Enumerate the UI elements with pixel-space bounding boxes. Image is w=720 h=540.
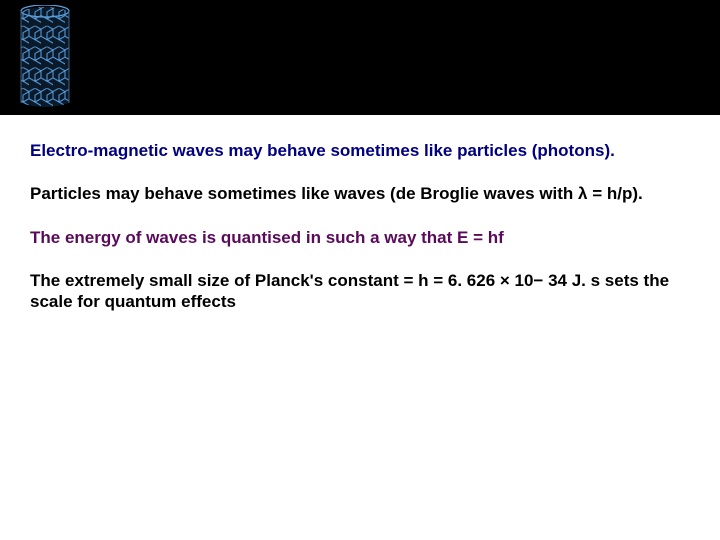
paragraph-quantised-energy: The energy of waves is quantised in such…	[30, 227, 690, 248]
slide-content: Electro-magnetic waves may behave someti…	[0, 115, 720, 312]
paragraph-em-waves: Electro-magnetic waves may behave someti…	[30, 140, 690, 161]
paragraph-de-broglie: Particles may behave sometimes like wave…	[30, 183, 690, 204]
paragraph-planck-constant: The extremely small size of Planck's con…	[30, 270, 690, 313]
carbon-nanotube-icon	[5, 5, 85, 110]
header-band	[0, 0, 720, 115]
